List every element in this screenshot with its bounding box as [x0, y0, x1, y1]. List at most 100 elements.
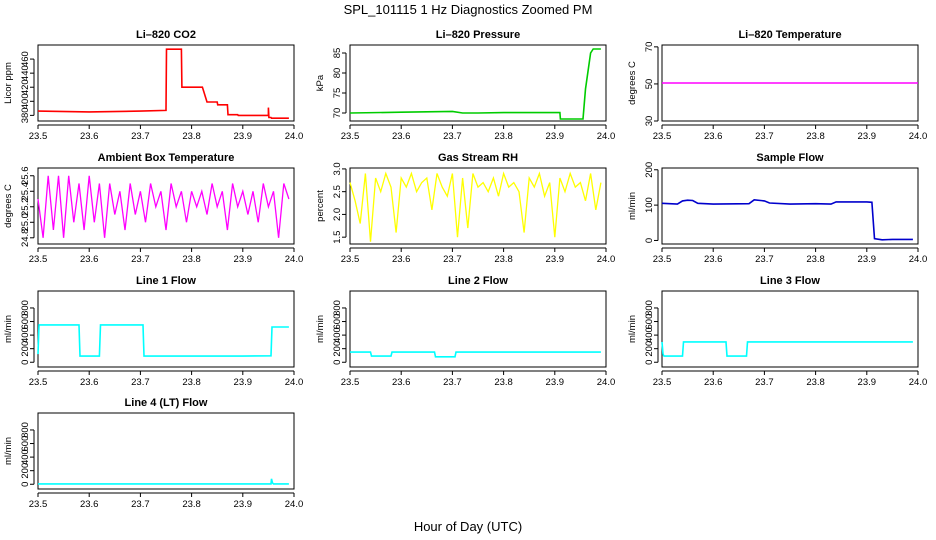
y-tick-label: 200 [644, 341, 655, 357]
panel-5: Gas Stream RH 23.5 23.6 23.7 23.8 23.9 24.0 1.5… [315, 152, 615, 265]
x-tick-label: 23.8 [494, 377, 513, 388]
y-axis-label: ml/min [315, 315, 326, 343]
x-tick-label: 24.0 [909, 377, 928, 388]
y-tick-label: 75 [332, 88, 343, 99]
x-tick-label: 23.9 [546, 254, 565, 265]
x-tick-label: 23.8 [182, 499, 201, 510]
y-axis: 30 50 70 degrees C [627, 42, 659, 126]
panel-6: Sample Flow 23.5 23.6 23.7 23.8 23.9 24.0 0 100 2… [627, 152, 927, 265]
panel-2: Li–820 Pressure 23.5 23.6 23.7 23.8 23.9 24.0 7… [315, 29, 615, 142]
panel-title: Gas Stream RH [438, 152, 518, 164]
y-axis-label: ml/min [627, 315, 638, 343]
x-tick-label: 24.0 [285, 131, 304, 142]
x-tick-label: 23.6 [80, 499, 99, 510]
y-tick-label: 25.6 [20, 167, 31, 186]
series-line [349, 48, 601, 120]
series-line [349, 171, 602, 242]
x-tick-label: 23.8 [494, 254, 513, 265]
x-tick-label: 23.6 [392, 131, 411, 142]
panel-title: Line 1 Flow [136, 275, 196, 287]
x-tick-label: 23.7 [755, 131, 774, 142]
y-tick-label: 100 [644, 197, 655, 213]
x-tick-label: 23.5 [653, 254, 672, 265]
x-tick-label: 23.9 [234, 499, 253, 510]
x-tick-label: 23.8 [806, 254, 825, 265]
y-tick-label: 50 [644, 79, 655, 90]
y-axis-label: kPa [315, 74, 326, 91]
series-line [37, 175, 290, 238]
y-tick-label: 400 [644, 327, 655, 343]
x-tick-label: 23.5 [653, 131, 672, 142]
x-tick-label: 23.7 [131, 499, 150, 510]
x-tick-label: 23.9 [546, 377, 565, 388]
panel-title: Li–820 CO2 [136, 29, 196, 41]
panel-title: Li–820 Pressure [436, 29, 520, 41]
y-tick-label: 420 [20, 79, 31, 95]
x-tick-label: 23.8 [494, 131, 513, 142]
x-tick-label: 23.5 [341, 131, 360, 142]
series-line [661, 198, 913, 241]
y-tick-label: 70 [332, 108, 343, 119]
x-tick-label: 23.7 [755, 254, 774, 265]
x-axis: 23.5 23.6 23.7 23.8 23.9 24.0 [29, 124, 304, 142]
y-tick-label: 800 [20, 422, 31, 438]
plot-frame [37, 167, 295, 245]
panel-title: Line 3 Flow [760, 275, 820, 287]
y-tick-label: 85 [332, 48, 343, 59]
y-tick-label: 380 [20, 107, 31, 123]
x-tick-label: 23.9 [234, 254, 253, 265]
y-tick-label: 400 [332, 327, 343, 343]
x-tick-label: 23.9 [858, 377, 877, 388]
y-tick-label: 800 [20, 300, 31, 316]
y-tick-label: 0 [20, 360, 31, 365]
y-tick-label: 800 [644, 300, 655, 316]
x-tick-label: 23.6 [704, 254, 723, 265]
y-tick-label: 25.0 [20, 213, 31, 232]
x-tick-label: 23.6 [80, 377, 99, 388]
y-tick-label: 400 [20, 327, 31, 343]
series-line [661, 341, 913, 357]
x-tick-label: 23.7 [131, 377, 150, 388]
y-tick-label: 24.8 [20, 229, 31, 248]
x-tick-label: 24.0 [285, 499, 304, 510]
y-axis: 70 75 80 85 kPa [315, 48, 347, 119]
y-tick-label: 200 [20, 463, 31, 479]
x-tick-label: 24.0 [597, 254, 616, 265]
x-axis: 23.5 23.6 23.7 23.8 23.9 24.0 [653, 124, 927, 142]
panel-7: Line 1 Flow 23.5 23.6 23.7 23.8 23.9 24.0 0 2004… [3, 275, 303, 388]
x-tick-label: 23.9 [858, 131, 877, 142]
x-tick-label: 24.0 [909, 254, 928, 265]
panel-8: Line 2 Flow 23.5 23.6 23.7 23.8 23.9 24.0 0 2004… [315, 275, 615, 388]
y-tick-label: 0 [332, 360, 343, 365]
x-tick-label: 23.5 [29, 377, 48, 388]
y-axis-label: ml/min [3, 437, 14, 465]
y-axis-label: percent [315, 190, 326, 222]
y-tick-label: 25.2 [20, 198, 31, 217]
figure-xlabel: Hour of Day (UTC) [414, 519, 522, 534]
y-tick-label: 400 [20, 93, 31, 109]
x-tick-label: 23.7 [131, 254, 150, 265]
y-tick-label: 2.5 [332, 185, 343, 198]
panel-9: Line 3 Flow 23.5 23.6 23.7 23.8 23.9 24.0 0 2004… [627, 275, 927, 388]
x-axis: 23.5 23.6 23.7 23.8 23.9 24.0 [653, 247, 928, 265]
x-tick-label: 23.6 [704, 131, 723, 142]
x-tick-label: 24.0 [285, 377, 304, 388]
x-axis: 23.5 23.6 23.7 23.8 23.9 24.0 [29, 370, 304, 388]
series-line [350, 351, 601, 358]
y-tick-label: 25.4 [20, 182, 31, 201]
plot-frame [349, 290, 607, 368]
y-tick-label: 400 [20, 449, 31, 465]
series-line [37, 324, 289, 357]
panel-1: Li–820 CO2 23.5 23.6 23.7 23.8 23.9 24.0 380400… [3, 29, 303, 142]
y-tick-label: 600 [20, 314, 31, 330]
y-tick-label: 200 [332, 341, 343, 357]
x-tick-label: 23.9 [234, 377, 253, 388]
x-tick-label: 23.6 [704, 377, 723, 388]
series-line [38, 478, 289, 485]
